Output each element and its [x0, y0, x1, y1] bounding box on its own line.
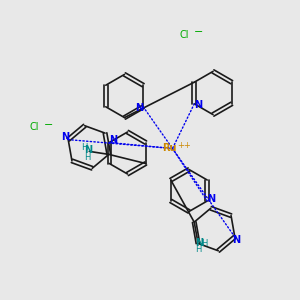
Text: H: H — [81, 143, 87, 152]
Text: N: N — [109, 135, 117, 145]
Text: −: − — [44, 120, 54, 130]
Text: H: H — [201, 238, 208, 247]
Text: H: H — [85, 153, 91, 162]
Text: Cl: Cl — [30, 122, 39, 133]
Text: Cl: Cl — [180, 29, 189, 40]
Text: H: H — [196, 244, 202, 253]
Text: N: N — [84, 146, 92, 155]
Text: N: N — [232, 236, 240, 245]
Text: Ru: Ru — [162, 143, 177, 153]
Text: N: N — [136, 103, 144, 113]
Text: −: − — [194, 27, 204, 37]
Text: N: N — [195, 238, 203, 248]
Text: ++: ++ — [177, 141, 191, 150]
Text: N: N — [61, 132, 69, 142]
Text: N: N — [207, 194, 215, 204]
Text: N: N — [194, 100, 202, 110]
